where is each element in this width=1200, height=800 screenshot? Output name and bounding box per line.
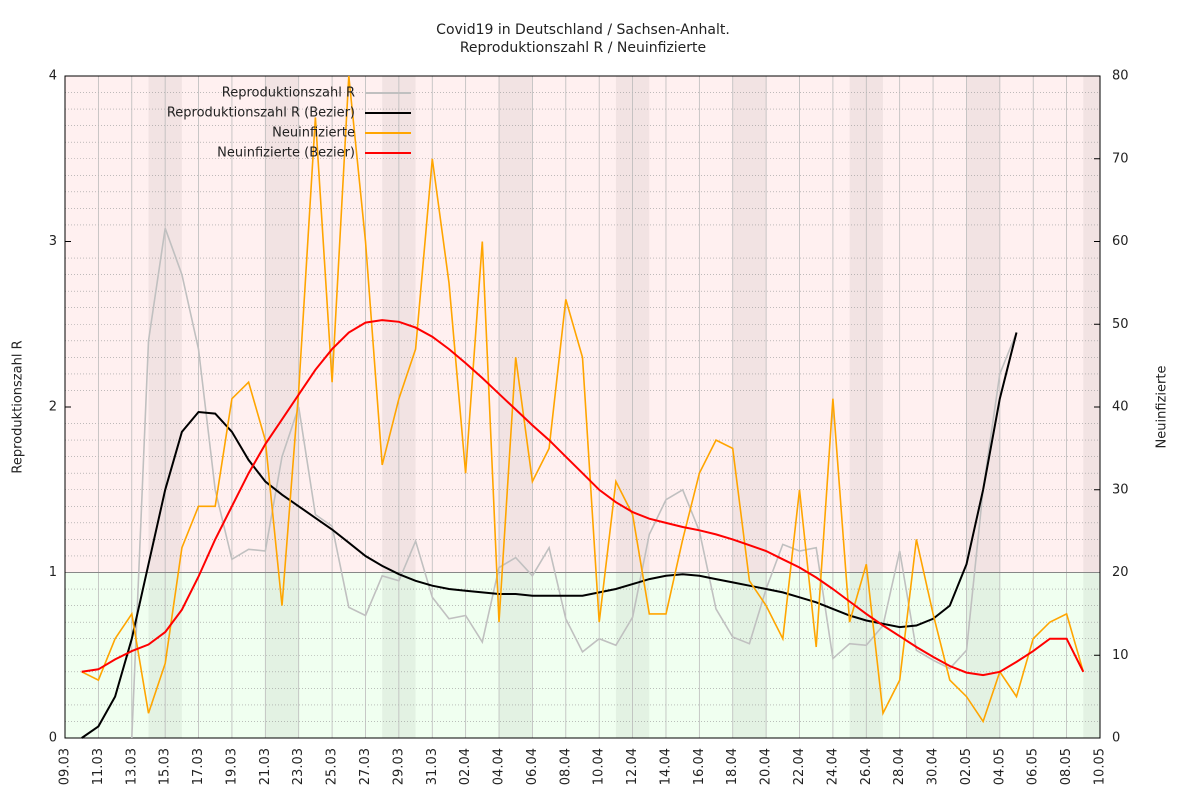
x-tick-label: 27.03 bbox=[358, 748, 373, 785]
x-tick-label: 06.04 bbox=[525, 748, 540, 785]
background-above bbox=[65, 76, 1100, 573]
chart-subtitle: Reproduktionszahl R / Neuinfizierte bbox=[460, 40, 706, 56]
x-tick-label: 10.04 bbox=[592, 748, 607, 785]
x-tick-label: 02.04 bbox=[458, 748, 473, 785]
y2-tick-label: 20 bbox=[1112, 565, 1129, 580]
x-tick-label: 30.04 bbox=[926, 748, 941, 785]
x-tick-label: 25.03 bbox=[325, 748, 340, 785]
background-below bbox=[65, 572, 1100, 738]
y2-tick-label: 60 bbox=[1112, 234, 1129, 249]
x-tick-label: 14.04 bbox=[658, 748, 673, 785]
x-tick-label: 12.04 bbox=[625, 748, 640, 785]
y2-tick-label: 40 bbox=[1112, 400, 1129, 415]
y-tick-label: 2 bbox=[49, 400, 57, 415]
series-line bbox=[81, 332, 1018, 739]
x-tick-label: 13.03 bbox=[124, 748, 139, 785]
legend-label: Neuinfizierte (Bezier) bbox=[217, 146, 355, 161]
y2-tick-label: 80 bbox=[1112, 69, 1129, 84]
x-tick-label: 08.04 bbox=[558, 748, 573, 785]
y-tick-label: 3 bbox=[49, 234, 57, 249]
x-tick-label: 29.03 bbox=[391, 748, 406, 785]
y-tick-label: 0 bbox=[49, 731, 57, 746]
series-line bbox=[81, 75, 1085, 724]
x-tick-label: 10.05 bbox=[1093, 748, 1108, 785]
y2-tick-label: 30 bbox=[1112, 482, 1129, 497]
y-tick-label: 1 bbox=[49, 565, 57, 580]
y2-tick-label: 10 bbox=[1112, 648, 1129, 663]
legend-label: Reproduktionszahl R bbox=[222, 86, 355, 101]
series-line bbox=[81, 319, 1085, 677]
x-tick-label: 26.04 bbox=[859, 748, 874, 785]
legend-label: Reproduktionszahl R (Bezier) bbox=[167, 106, 355, 121]
x-tick-label: 04.05 bbox=[992, 748, 1007, 785]
x-tick-label: 04.04 bbox=[492, 748, 507, 785]
y2-tick-label: 0 bbox=[1112, 731, 1120, 746]
chart-title: Covid19 in Deutschland / Sachsen-Anhalt. bbox=[436, 22, 730, 38]
legend-label: Neuinfizierte bbox=[272, 126, 355, 141]
y-axis-label: Reproduktionszahl R bbox=[11, 340, 26, 473]
x-tick-label: 20.04 bbox=[759, 748, 774, 785]
y2-tick-label: 70 bbox=[1112, 151, 1129, 166]
y2-axis-label: Neuinfizierte bbox=[1155, 366, 1170, 449]
x-tick-label: 06.05 bbox=[1026, 748, 1041, 785]
x-tick-label: 08.05 bbox=[1059, 748, 1074, 785]
x-tick-label: 17.03 bbox=[191, 748, 206, 785]
week-band bbox=[265, 76, 299, 738]
x-tick-label: 24.04 bbox=[825, 748, 840, 785]
x-tick-label: 31.03 bbox=[425, 748, 440, 785]
x-tick-label: 21.03 bbox=[258, 748, 273, 785]
week-band bbox=[732, 76, 767, 738]
x-tick-label: 11.03 bbox=[91, 748, 106, 785]
plot-frame bbox=[64, 75, 1101, 739]
week-band bbox=[499, 76, 533, 738]
x-tick-label: 23.03 bbox=[291, 748, 306, 785]
x-tick-label: 09.03 bbox=[58, 748, 73, 785]
x-tick-label: 28.04 bbox=[892, 748, 907, 785]
x-tick-label: 19.03 bbox=[224, 748, 239, 785]
series-line bbox=[131, 228, 1018, 739]
x-tick-label: 16.04 bbox=[692, 748, 707, 785]
x-tick-label: 02.05 bbox=[959, 748, 974, 785]
x-tick-label: 22.04 bbox=[792, 748, 807, 785]
x-tick-label: 15.03 bbox=[158, 748, 173, 785]
y-tick-label: 4 bbox=[49, 69, 57, 84]
x-tick-label: 18.04 bbox=[725, 748, 740, 785]
y2-tick-label: 50 bbox=[1112, 317, 1129, 332]
